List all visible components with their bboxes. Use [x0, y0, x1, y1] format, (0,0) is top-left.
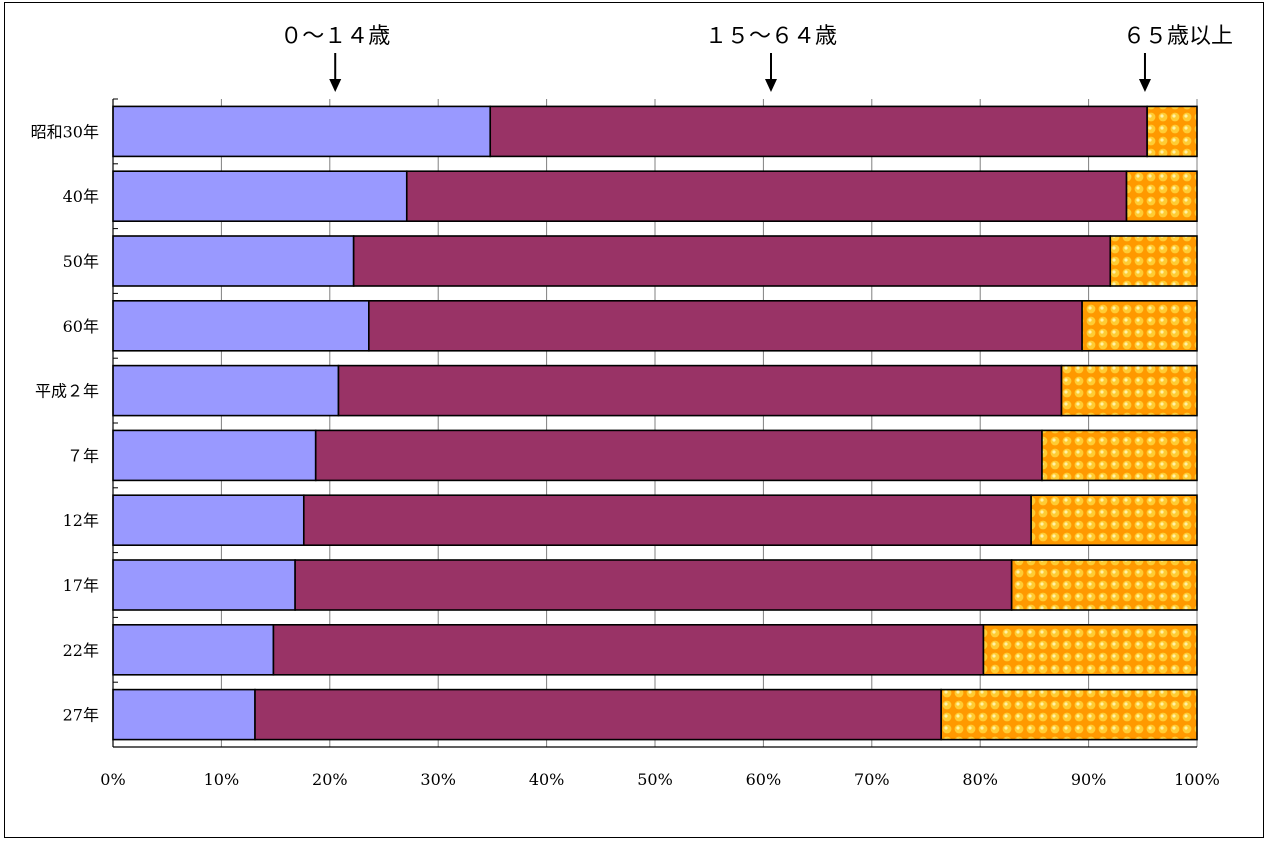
series-arrowhead-3 [1138, 79, 1151, 92]
y-tick-label: 平成２年 [35, 382, 99, 401]
series-arrowhead-1 [329, 79, 342, 92]
bar-2-row-2 [405, 170, 1128, 222]
series-headers: ０～１４歳 １５～６４歳 ６５歳以上 [280, 24, 1233, 92]
x-tick-label: 80% [962, 770, 998, 789]
bar-1-row-9 [112, 623, 275, 676]
y-tick-label: 50年 [63, 252, 99, 271]
series-header-1: ０～１４歳 [280, 24, 390, 49]
bar-1-row-10 [112, 688, 256, 741]
bar-3-row-7 [1030, 494, 1198, 547]
bar-2-row-4 [368, 299, 1083, 352]
bar-3-row-5 [1060, 364, 1198, 417]
x-tick-label: 100% [1174, 770, 1220, 789]
y-tick-label: 27年 [63, 706, 99, 725]
bar-2-row-9 [272, 623, 985, 676]
bar-1-row-1 [112, 105, 492, 158]
x-tick-label: 40% [529, 770, 565, 789]
bar-2-row-8 [294, 559, 1013, 611]
bar-1-row-6 [112, 429, 317, 482]
x-tick-label: 0% [100, 770, 125, 789]
bar-1-row-2 [112, 170, 408, 222]
y-tick-label: ７年 [67, 446, 99, 465]
y-tick-label: 22年 [63, 641, 99, 660]
bar-3-row-9 [982, 623, 1198, 676]
bars [112, 105, 1198, 741]
bar-1-row-7 [112, 494, 305, 547]
bar-2-row-5 [337, 364, 1063, 417]
bar-3-row-3 [1109, 235, 1198, 287]
x-tick-label: 20% [312, 770, 348, 789]
bar-2-row-1 [489, 105, 1148, 158]
bar-1-row-3 [112, 235, 355, 287]
axes [112, 98, 1197, 748]
bar-1-row-5 [112, 364, 340, 417]
bar-3-row-8 [1010, 559, 1198, 611]
series-header-2: １５～６４歳 [705, 24, 837, 49]
y-tick-label: 12年 [63, 511, 99, 530]
series-header-3: ６５歳以上 [1123, 24, 1233, 49]
x-tick-label: 50% [637, 770, 673, 789]
y-tick-label: 17年 [63, 576, 99, 595]
chart-frame: 昭和30年 40年 50年 60年平成２年 ７年 12年 17年 22年 27年 0% 10% 20… [4, 2, 1264, 838]
bar-3-row-1 [1146, 105, 1198, 158]
x-tick-label: 10% [204, 770, 240, 789]
bar-2-row-6 [314, 429, 1043, 482]
x-tick-label: 90% [1071, 770, 1107, 789]
bar-3-row-10 [940, 688, 1198, 741]
bar-2-row-10 [254, 688, 942, 741]
y-tick-label: 40年 [63, 187, 99, 206]
bar-3-row-6 [1041, 429, 1198, 482]
bar-3-row-2 [1125, 170, 1198, 222]
x-tick-label: 60% [746, 770, 782, 789]
x-tick-labels: 0% 10% 20% 30% 40% 50% 60% 70% 80% 90% 100% [100, 770, 1220, 789]
y-tick-label: 60年 [63, 317, 99, 336]
x-tick-label: 70% [854, 770, 890, 789]
bar-1-row-4 [112, 299, 370, 352]
bar-2-row-7 [302, 494, 1032, 547]
series-arrowhead-2 [764, 79, 777, 92]
y-tick-label: 昭和30年 [31, 122, 99, 141]
bar-1-row-8 [112, 559, 296, 611]
bar-2-row-3 [352, 235, 1112, 287]
bar-3-row-4 [1081, 299, 1198, 352]
x-tick-label: 30% [420, 770, 456, 789]
